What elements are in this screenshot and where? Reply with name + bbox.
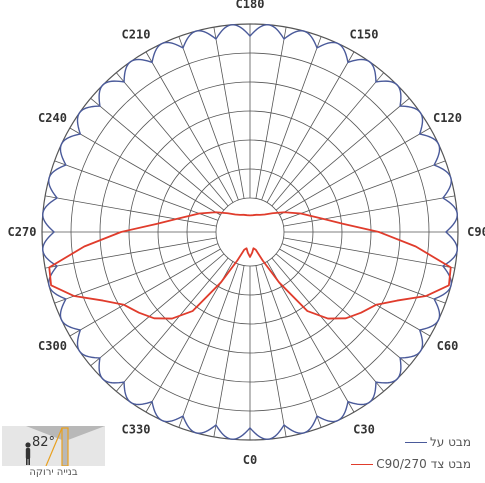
grid-spoke: [283, 195, 455, 227]
legend-top-view: מבט על: [404, 435, 471, 449]
angle-label-c240: C240: [38, 111, 67, 125]
polar-grid: [41, 23, 459, 441]
angle-label-c330: C330: [122, 423, 151, 437]
angle-label-c120: C120: [433, 111, 462, 125]
grid-spoke: [279, 127, 431, 216]
badge-angle: 82°: [32, 435, 55, 450]
series-top-view: [42, 24, 458, 440]
grid-spoke: [69, 248, 221, 337]
person-icon: [25, 442, 31, 465]
grid-spoke: [281, 160, 446, 221]
angle-label-c150: C150: [350, 28, 379, 42]
angle-label-c90: C90: [467, 225, 485, 239]
angle-labels: C0 C30 C60 C90 C120 C150 C180 C210 C240 C270 C300 C…: [8, 0, 485, 467]
badge-beam-line: [45, 427, 63, 466]
series-side-view: [48, 211, 452, 320]
grid-spoke: [261, 263, 322, 428]
grid-spoke: [275, 97, 410, 211]
grid-spoke: [145, 261, 234, 413]
angle-label-c180: C180: [236, 0, 265, 11]
grid-spoke: [54, 160, 219, 221]
grid-spoke: [115, 72, 229, 207]
grid-spoke: [178, 36, 239, 201]
grid-spoke: [266, 261, 355, 413]
badge-ceiling-wedge: [2, 426, 105, 466]
grid-spoke: [271, 257, 385, 392]
grid-spoke: [69, 127, 221, 216]
legend-side-view-swatch: [351, 463, 374, 465]
legend-top-view-swatch: [404, 441, 427, 443]
angle-label-c60: C60: [437, 339, 459, 353]
grid-spoke: [90, 253, 225, 367]
badge-light-cone: [61, 427, 69, 466]
grid-spoke: [115, 257, 229, 392]
green-building-badge: 82°: [2, 426, 105, 466]
grid-spoke: [261, 36, 322, 201]
series-layer: [42, 24, 458, 440]
grid-spoke: [178, 263, 239, 428]
grid-spoke: [266, 51, 355, 203]
grid-spoke: [145, 51, 234, 203]
grid-spoke: [213, 265, 245, 437]
legend-top-view-label: מבט על: [429, 435, 471, 449]
grid-spoke: [271, 72, 385, 207]
angle-label-c300: C300: [38, 339, 67, 353]
angle-label-c210: C210: [122, 28, 151, 42]
legend-side-view-label: מבט צד C90/270: [376, 457, 471, 471]
grid-spoke: [90, 97, 225, 211]
grid-spoke: [45, 237, 217, 269]
grid-spoke: [275, 253, 410, 367]
grid-spoke: [281, 243, 446, 304]
grid-spoke: [255, 27, 287, 199]
grid-spoke: [213, 27, 245, 199]
angle-label-c270: C270: [8, 225, 37, 239]
grid-spoke: [255, 265, 287, 437]
grid-spoke: [279, 248, 431, 337]
grid-spoke: [45, 195, 217, 227]
angle-label-c30: C30: [353, 423, 375, 437]
grid-spoke: [54, 243, 219, 304]
badge-caption: בנייה ירוקה: [29, 467, 78, 478]
legend-side-view: מבט צד C90/270: [351, 457, 471, 471]
grid-spoke: [283, 237, 455, 269]
angle-label-c0: C0: [243, 453, 257, 467]
